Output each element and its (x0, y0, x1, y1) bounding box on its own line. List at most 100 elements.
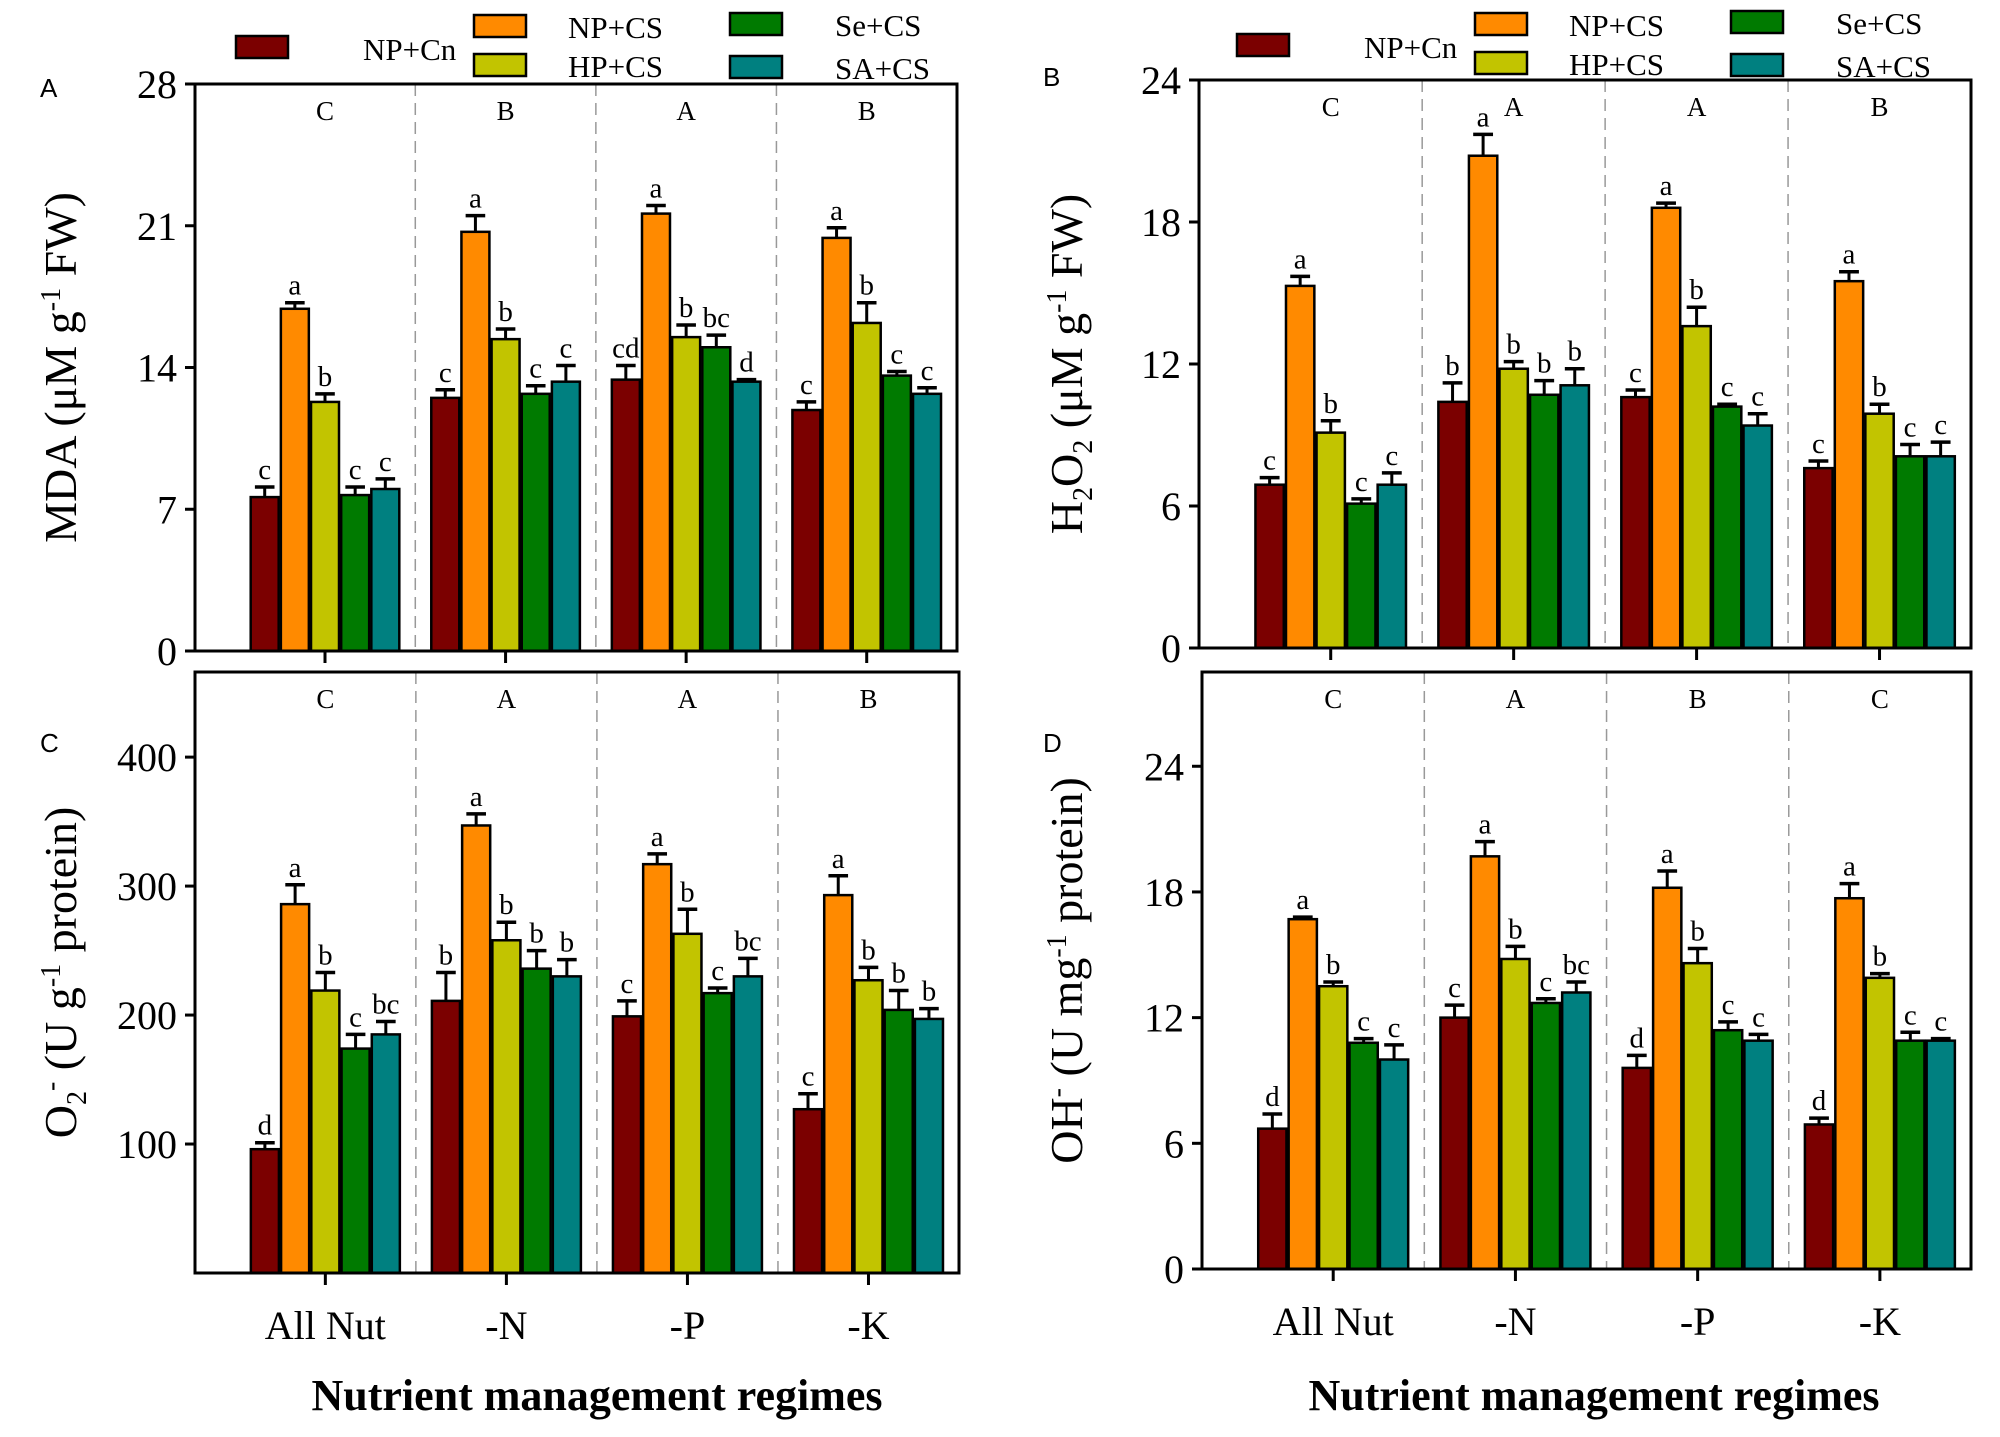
significance-letter: a (289, 852, 302, 884)
bar-HP+CS--P (670, 335, 702, 653)
significance-letter: c (1904, 411, 1917, 443)
bar-NP+Cn-All Nut (1256, 1127, 1288, 1271)
bar-NP+Cn--K (1803, 466, 1834, 650)
significance-letter: c (802, 1061, 815, 1093)
significance-letter: c (621, 968, 634, 1000)
bar-NP+CS--P (1651, 886, 1683, 1271)
panel-letter: B (1043, 62, 1060, 92)
y-axis-label-part: 2 (1068, 487, 1099, 501)
y-axis-label: O2- (U g-1 protein) (35, 807, 93, 1139)
legend: NP+Cn NP+CS HP+CS Se+CS SA+CS (234, 8, 930, 86)
group-letter: B (859, 684, 877, 714)
significance-letter: c (1721, 371, 1734, 403)
significance-letter: bc (734, 925, 761, 957)
bar-SA+CS--N (1560, 991, 1592, 1271)
group-letter: C (1322, 92, 1340, 122)
significance-letter: c (1751, 381, 1764, 413)
y-axis-label-part: OH (1041, 1097, 1092, 1163)
significance-letter: c (800, 369, 813, 401)
significance-letter: b (318, 361, 333, 393)
bar-NP+Cn--K (1803, 1123, 1835, 1271)
significance-letter: b (318, 940, 333, 972)
bar-NP+CS-All Nut (1284, 284, 1316, 650)
significance-letter: c (1722, 989, 1735, 1021)
panel-letter: C (40, 728, 59, 758)
bar-Se+CS-All Nut (339, 493, 371, 653)
bar-Se+CS--P (1711, 405, 1743, 650)
y-axis-label-part: -1 (36, 964, 67, 987)
significance-letter: c (379, 446, 392, 478)
bar-SA+CS--N (551, 975, 583, 1275)
bar-SA+CS--K (1925, 455, 1957, 650)
y-tick-label: 12 (1141, 342, 1181, 387)
significance-letter: a (650, 173, 663, 205)
significance-letter: c (1812, 428, 1825, 460)
group-letter: A (678, 684, 698, 714)
significance-letter: d (739, 347, 754, 379)
y-tick-label: 12 (1144, 996, 1184, 1041)
y-axis-label-part: FW) (1041, 194, 1092, 290)
significance-letter: a (1294, 243, 1307, 275)
significance-letter: d (1812, 1085, 1827, 1117)
y-axis-label-part: MDA (μM g (35, 311, 86, 543)
bar-HP+CS--K (1864, 976, 1896, 1271)
y-axis-label-part: H (1041, 501, 1092, 534)
x-axis-title: Nutrient management regimes (311, 1371, 882, 1420)
significance-letter: a (1479, 809, 1492, 841)
legend-label: HP+CS (568, 49, 663, 84)
significance-letter: c (1357, 1006, 1370, 1038)
significance-letter: b (1508, 913, 1523, 945)
bar-NP+Cn--N (430, 396, 461, 653)
significance-letter: a (1477, 101, 1490, 133)
significance-letter: b (499, 889, 514, 921)
bar-HP+CS--K (851, 321, 882, 653)
significance-letter: a (1661, 838, 1674, 870)
plot-frame (193, 670, 961, 1275)
significance-letter: c (890, 339, 903, 371)
bar-Se+CS--K (883, 1008, 914, 1275)
significance-letter: b (1445, 350, 1460, 382)
bar-Se+CS--K (1894, 455, 1926, 650)
y-axis-label-part: -1 (1042, 290, 1073, 313)
legend-label: NP+Cn (363, 32, 457, 67)
x-tick-label: -K (847, 1303, 889, 1348)
legend-swatch (234, 34, 290, 60)
bar-NP+Cn-All Nut (249, 1147, 281, 1275)
significance-letter: b (861, 934, 876, 966)
bar-NP+Cn-All Nut (249, 495, 280, 653)
significance-letter: d (1630, 1022, 1645, 1054)
legend-swatch (1729, 9, 1785, 35)
group-letter: A (1506, 684, 1526, 714)
significance-letter: c (439, 357, 452, 389)
bar-Se+CS--N (1528, 393, 1560, 650)
bar-NP+CS--P (640, 212, 672, 653)
y-tick-label: 18 (1141, 200, 1181, 245)
bar-NP+Cn--K (791, 408, 822, 653)
significance-letter: c (529, 353, 542, 385)
significance-letter: c (1629, 357, 1642, 389)
bar-Se+CS--P (1712, 1028, 1744, 1271)
significance-letter: b (680, 876, 695, 908)
y-tick-label: 18 (1144, 870, 1184, 915)
bar-SA+CS--N (1559, 384, 1591, 650)
y-tick-label: 6 (1164, 1121, 1184, 1166)
significance-letter: b (1873, 941, 1888, 973)
significance-letter: a (469, 183, 482, 215)
bar-HP+CS-All Nut (1315, 431, 1347, 650)
legend-label: SA+CS (835, 51, 930, 86)
bar-NP+CS--N (460, 230, 491, 653)
group-letter: C (316, 96, 334, 126)
x-tick-label: All Nut (265, 1303, 386, 1348)
significance-letter: c (559, 332, 572, 364)
group-letter: C (316, 684, 334, 714)
bar-HP+CS-All Nut (1317, 984, 1349, 1271)
legend-label: SA+CS (1836, 49, 1931, 84)
y-tick-label: 14 (137, 346, 177, 391)
bar-HP+CS--P (1681, 324, 1713, 650)
y-axis-label-part: (U g (35, 987, 86, 1082)
legend-label: HP+CS (1569, 47, 1664, 82)
bar-SA+CS--P (731, 380, 762, 653)
y-tick-label: 28 (137, 62, 177, 107)
